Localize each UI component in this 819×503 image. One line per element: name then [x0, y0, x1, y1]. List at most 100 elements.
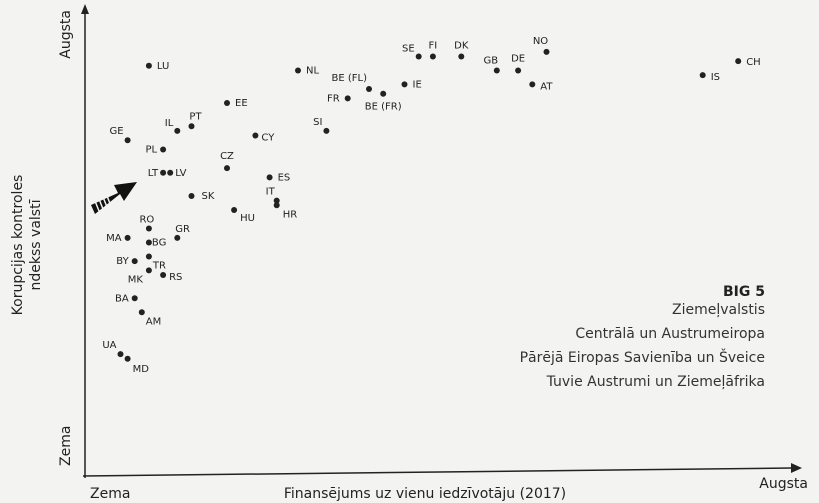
- legend-entry: Tuvie Austrumi un Ziemeļāfrika: [546, 374, 765, 390]
- point: [323, 127, 330, 134]
- point: [174, 234, 181, 241]
- point: [131, 258, 138, 265]
- point-label: NL: [306, 65, 319, 76]
- point: [145, 239, 152, 246]
- point: [224, 100, 230, 106]
- point-label: IL: [165, 118, 174, 129]
- point: [160, 169, 167, 176]
- point: [543, 48, 550, 55]
- point: [429, 53, 436, 60]
- point-label: TR: [152, 260, 166, 271]
- point-label: PL: [145, 145, 157, 156]
- point-label: RO: [139, 215, 154, 226]
- point-label: IT: [266, 187, 276, 198]
- point: [493, 67, 500, 74]
- point: [224, 165, 230, 172]
- point: [366, 86, 372, 93]
- legend-entry: Centrālā un Austrumeiropa: [575, 326, 765, 342]
- point: [380, 90, 387, 97]
- point: [699, 72, 706, 79]
- point-label: MA: [106, 233, 122, 244]
- x-axis-label: Finansējums uz vienu iedzīvotāju (2017): [284, 486, 566, 502]
- point-label: LT: [148, 168, 159, 179]
- point: [160, 146, 167, 153]
- point: [529, 81, 536, 88]
- x-low-label: Zema: [90, 486, 130, 502]
- x-axis: [82, 467, 793, 477]
- point-label: CH: [746, 57, 761, 68]
- point: [145, 62, 152, 69]
- point-label: MD: [133, 364, 150, 375]
- point: [124, 355, 131, 362]
- point-label: HU: [240, 213, 255, 224]
- point-label: BA: [115, 293, 129, 304]
- point: [415, 53, 422, 60]
- point: [252, 132, 259, 139]
- y-low-label: Zema: [58, 426, 74, 466]
- y-axis-label: ndekss valstī: [28, 199, 44, 290]
- point: [344, 95, 351, 102]
- point-label: NO: [533, 36, 548, 47]
- point-label: HR: [283, 209, 298, 220]
- point: [401, 81, 408, 88]
- point-label: GE: [110, 126, 124, 137]
- point-label: SK: [202, 191, 215, 202]
- point: [124, 234, 131, 241]
- legend-entry: Pārējā Eiropas Savienība un Šveice: [520, 348, 765, 366]
- point: [145, 267, 152, 274]
- point: [273, 197, 280, 204]
- x-axis-arrow: [791, 463, 802, 473]
- point-label: FI: [429, 41, 438, 52]
- point-label: MK: [128, 274, 144, 285]
- point: [266, 174, 273, 181]
- point-label: PT: [189, 111, 202, 122]
- point: [174, 127, 181, 134]
- point-label: IS: [711, 72, 720, 83]
- point: [735, 58, 742, 65]
- y-axis-label: Korupcijas kontroles: [10, 175, 26, 316]
- point: [145, 225, 152, 232]
- point-label: ES: [278, 172, 291, 183]
- legend-title: BIG 5: [723, 284, 765, 300]
- highlight-arrow: [91, 182, 137, 214]
- point: [515, 67, 522, 74]
- point: [145, 253, 152, 260]
- point: [117, 351, 124, 358]
- point: [138, 309, 145, 316]
- point: [231, 206, 238, 213]
- point-label: CZ: [220, 151, 234, 162]
- point-label: EE: [235, 98, 248, 109]
- point-label: IE: [413, 79, 422, 90]
- point: [167, 169, 174, 176]
- point-label: GB: [483, 55, 498, 66]
- point-label: LU: [157, 61, 169, 72]
- point-label: SI: [313, 117, 322, 128]
- point-label: GR: [175, 224, 190, 235]
- point: [188, 193, 195, 199]
- point-label: FR: [327, 93, 340, 104]
- point-label: RS: [169, 272, 182, 283]
- point-label: AT: [540, 81, 553, 92]
- point-label: SE: [402, 44, 415, 55]
- point: [188, 123, 195, 130]
- point-label: BE (FL): [332, 73, 368, 84]
- point-label: LV: [175, 168, 186, 179]
- point: [160, 272, 167, 279]
- point-label: CY: [261, 133, 275, 144]
- x-high-label: Augsta: [759, 476, 808, 492]
- point: [124, 137, 131, 144]
- point-label: BY: [116, 256, 129, 267]
- point-label: UA: [102, 340, 116, 351]
- point-label: BE (FR): [365, 102, 402, 113]
- point-label: DE: [511, 53, 525, 64]
- point: [273, 202, 280, 209]
- point: [131, 295, 138, 302]
- y-high-label: Augsta: [58, 10, 74, 59]
- y-axis-arrow: [81, 4, 89, 14]
- point-label: BG: [152, 238, 166, 249]
- point: [458, 53, 465, 60]
- legend-entry: Ziemeļvalstis: [672, 302, 765, 318]
- point: [295, 67, 301, 74]
